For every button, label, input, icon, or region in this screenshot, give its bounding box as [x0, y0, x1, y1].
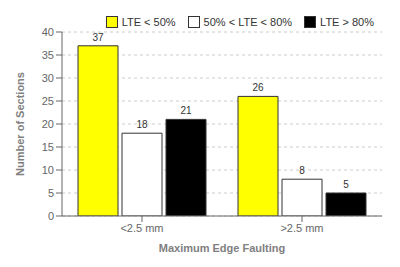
svg-text:10: 10 — [42, 164, 54, 176]
svg-text:0: 0 — [48, 210, 54, 222]
svg-text:5: 5 — [343, 179, 349, 190]
svg-text:20: 20 — [42, 118, 54, 130]
svg-text:40: 40 — [42, 26, 54, 38]
svg-text:<2.5 mm: <2.5 mm — [120, 222, 163, 234]
svg-text:37: 37 — [92, 32, 104, 43]
svg-text:5: 5 — [48, 187, 54, 199]
svg-text:35: 35 — [42, 49, 54, 61]
svg-text:Number of Sections: Number of Sections — [14, 72, 26, 176]
svg-text:18: 18 — [136, 119, 148, 130]
svg-text:30: 30 — [42, 72, 54, 84]
svg-text:15: 15 — [42, 141, 54, 153]
html-text:50% < LTE < 80%: 50% < LTE < 80% — [203, 16, 293, 28]
html-text:LTE < 50%: LTE < 50% — [121, 16, 176, 28]
html-text:LTE > 80%: LTE > 80% — [320, 16, 374, 28]
svg-text:>2.5 mm: >2.5 mm — [280, 222, 323, 234]
svg-text:8: 8 — [299, 165, 305, 176]
svg-text:26: 26 — [252, 82, 264, 93]
svg-text:Maximum Edge Faulting: Maximum Edge Faulting — [159, 242, 286, 254]
svg-text:25: 25 — [42, 95, 54, 107]
svg-text:21: 21 — [180, 105, 192, 116]
